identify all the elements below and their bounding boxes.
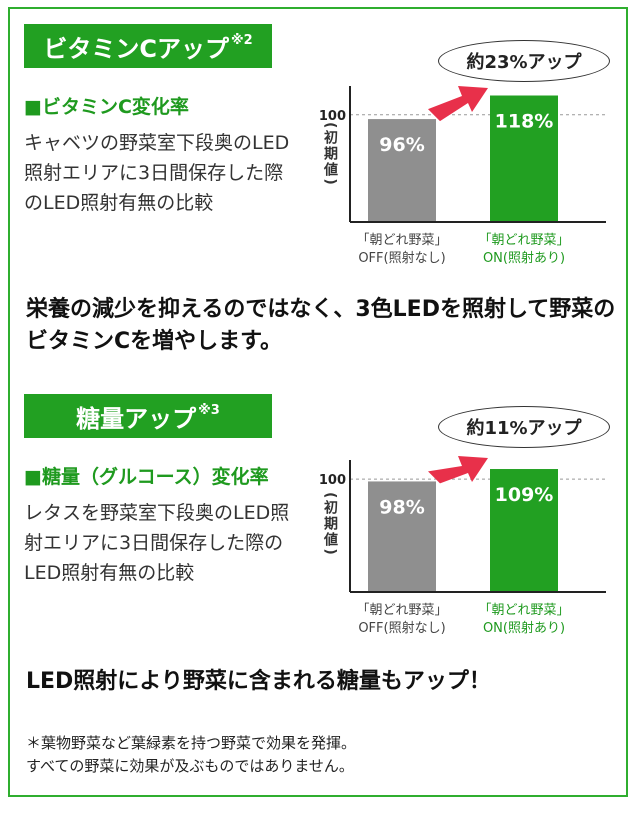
category-label-line: ON(照射あり) [482, 621, 566, 636]
sugar-subhead: ■糖量（グルコース）変化率 [24, 466, 269, 488]
bar-on [490, 95, 558, 222]
category-label: 「朝どれ野菜」 ON(照射あり) [464, 232, 584, 268]
increase-arrow [428, 86, 488, 122]
y-axis-label: (初期値) [322, 122, 338, 187]
category-label-line: 「朝どれ野菜」 [356, 233, 448, 248]
category-label-line: OFF(照射なし) [358, 621, 446, 636]
category-label: 「朝どれ野菜」 OFF(照射なし) [342, 602, 462, 638]
banner-note: ※2 [230, 32, 253, 48]
y-axis-label: (初期値) [322, 492, 338, 557]
bar-value-label: 98% [379, 496, 424, 518]
banner-title: 糖量アップ [76, 404, 197, 433]
chart-svg: 100 96% 118% [319, 86, 606, 223]
reference-label: 100 [319, 473, 346, 488]
vitamin-c-chart: 約23%アップ (初期値) 100 96% 118% 「朝どれ野菜」 OFF(照射なし… [306, 40, 626, 270]
increase-arrow [428, 456, 488, 484]
sugar-description: レタスを野菜室下段奥のLED照射エリアに3日間保存した際のLED照射有無の比較 [24, 502, 290, 584]
sugar-chart: 約11%アップ (初期値) 100 98% 109% 「朝どれ野菜」 OFF(照射なし… [306, 406, 626, 636]
category-label-line: ON(照射あり) [482, 251, 566, 266]
banner-note: ※3 [198, 402, 220, 418]
page-frame [8, 7, 628, 797]
vitamin-c-description: キャベツの野菜室下段奥のLED照射エリアに3日間保存した際のLED照射有無の比較 [24, 132, 290, 214]
category-label: 「朝どれ野菜」 OFF(照射なし) [342, 232, 462, 268]
sugar-statement: LED照射により野菜に含まれる糖量もアップ！ [26, 669, 491, 694]
vitamin-c-statement: 栄養の減少を抑えるのではなく、3色LEDを照射して野菜のビタミンCを増やします。 [26, 297, 616, 354]
banner-title: ビタミンCアップ [43, 34, 229, 63]
category-label-line: 「朝どれ野菜」 [478, 603, 570, 618]
bar-value-label: 109% [495, 484, 554, 506]
increase-bubble: 約23%アップ [438, 40, 610, 82]
bar-on [490, 469, 558, 592]
vitamin-c-banner: ビタミンCアップ ※2 [24, 24, 272, 68]
bar-off [368, 119, 436, 222]
sugar-banner: 糖量アップ ※3 [24, 394, 272, 438]
category-label-line: OFF(照射なし) [358, 251, 446, 266]
category-label-line: 「朝どれ野菜」 [478, 233, 570, 248]
bar-value-label: 118% [495, 111, 554, 133]
category-label-line: 「朝どれ野菜」 [356, 603, 448, 618]
category-label: 「朝どれ野菜」 ON(照射あり) [464, 602, 584, 638]
chart-svg: 100 98% 109% [319, 456, 606, 593]
footnote-line-1: ＊葉物野菜など葉緑素を持つ野菜で効果を発揮。 [26, 734, 357, 752]
reference-label: 100 [319, 109, 346, 124]
footnote-line-2: すべての野菜に効果が及ぶものではありません。 [26, 757, 354, 775]
bar-value-label: 96% [379, 134, 424, 156]
increase-bubble: 約11%アップ [438, 406, 610, 448]
bar-off [368, 481, 436, 592]
vitamin-c-subhead: ■ビタミンC変化率 [24, 96, 189, 118]
